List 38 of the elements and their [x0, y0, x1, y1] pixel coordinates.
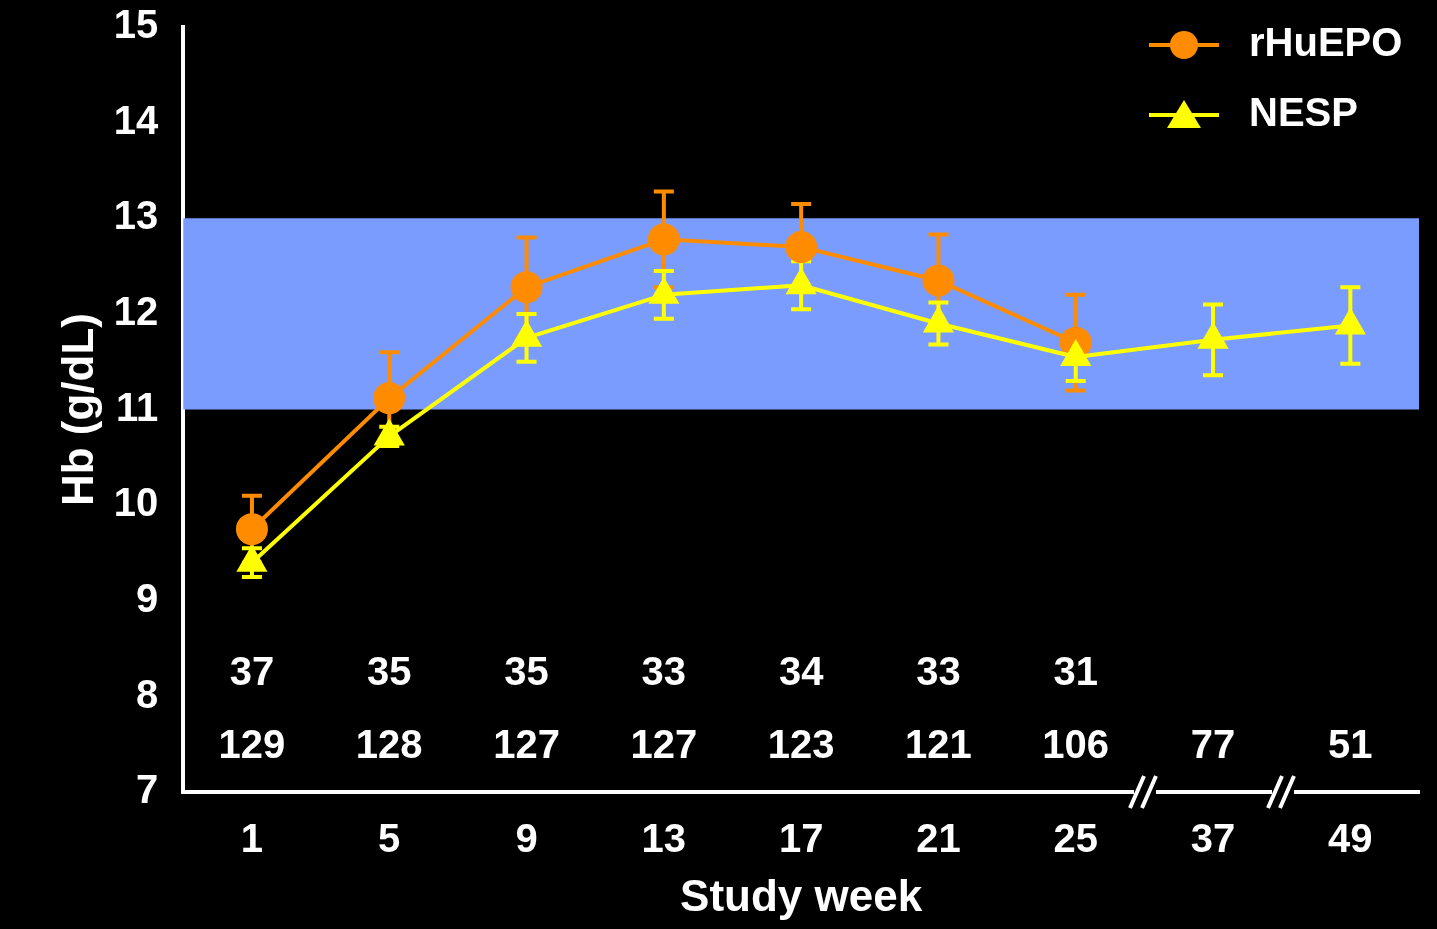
legend-label: rHuEPO	[1249, 20, 1403, 65]
y-tick-label: 15	[113, 2, 159, 47]
annotation: 34	[778, 649, 825, 694]
y-tick-label: 7	[136, 767, 159, 812]
annotation: 35	[504, 649, 549, 694]
y-tick-label: 8	[136, 671, 159, 716]
annotation: 31	[1053, 649, 1098, 694]
annotation: 127	[630, 722, 698, 767]
x-tick-label: 1	[240, 816, 264, 861]
x-tick-label: 49	[1328, 816, 1373, 861]
annotation: 77	[1190, 722, 1236, 767]
annotation: 127	[493, 722, 560, 767]
y-tick-label: 9	[136, 575, 159, 620]
annotation: 33	[916, 649, 961, 694]
x-tick-label: 17	[778, 816, 824, 861]
y-axis-title: Hb (g/dL)	[52, 313, 102, 507]
annotation: 35	[366, 649, 412, 694]
annotation: 106	[1042, 722, 1110, 767]
annotation: 123	[767, 722, 835, 767]
annotation: 121	[905, 722, 972, 767]
y-tick-label: 10	[113, 480, 159, 525]
x-tick-label: 25	[1053, 816, 1098, 861]
annotation: 37	[229, 649, 275, 694]
y-tick-label: 12	[113, 288, 159, 333]
y-tick-label: 13	[113, 193, 159, 238]
y-tick-label: 11	[116, 384, 159, 429]
annotation: 129	[218, 722, 286, 767]
x-tick-label: 21	[916, 816, 961, 861]
y-tick-label: 14	[113, 97, 160, 142]
legend-label: NESP	[1249, 90, 1358, 135]
x-tick-label: 13	[641, 816, 687, 861]
x-tick-label: 37	[1190, 816, 1236, 861]
x-axis-title: Study week	[680, 870, 923, 920]
annotation: 128	[355, 722, 423, 767]
x-tick-label: 9	[515, 816, 538, 861]
x-tick-label: 5	[378, 816, 401, 861]
annotation: 33	[641, 649, 687, 694]
annotation: 51	[1328, 722, 1373, 767]
